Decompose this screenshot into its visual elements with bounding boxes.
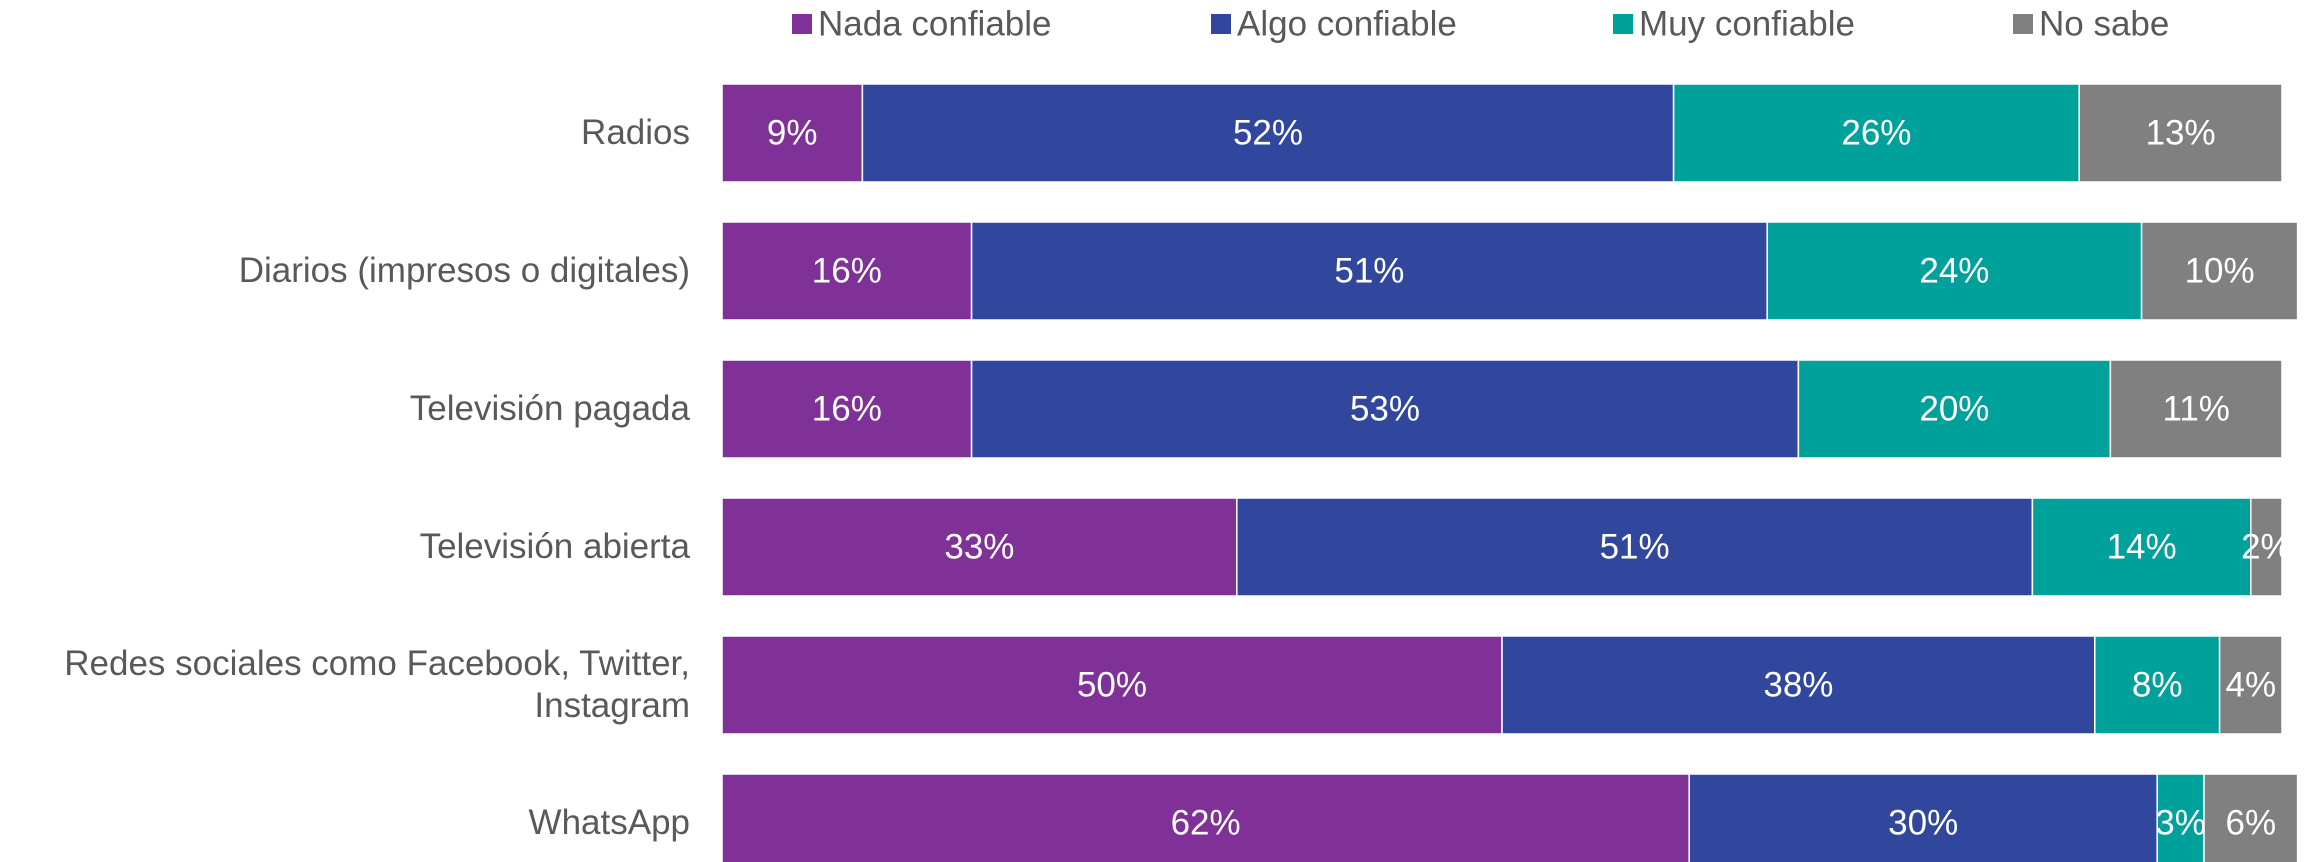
y-tick-label: Diarios (impresos o digitales) <box>238 251 690 290</box>
y-tick-label: Radios <box>581 113 690 152</box>
bar-segment <box>1672 83 2080 183</box>
legend-swatch <box>1211 14 1231 34</box>
bar-segment <box>721 83 864 183</box>
bar-segment <box>721 359 973 459</box>
value-label: 16% <box>812 251 882 290</box>
value-label: 51% <box>1600 527 1670 566</box>
y-tick-label: Televisión pagada <box>409 389 690 428</box>
y-tick-label: Redes sociales como Facebook, Twitter, I… <box>64 644 690 725</box>
value-label: 4% <box>2226 665 2277 704</box>
y-tick-label: WhatsApp <box>528 803 690 842</box>
bar-segment <box>1501 635 2096 735</box>
value-label: 8% <box>2132 665 2183 704</box>
bar-segment <box>2140 221 2299 321</box>
bar-segment <box>721 773 1690 862</box>
bar-segment <box>2156 773 2205 862</box>
value-label: 10% <box>2185 251 2255 290</box>
value-label: 62% <box>1171 803 1241 842</box>
value-label: 30% <box>1888 803 1958 842</box>
bar-segment <box>721 221 973 321</box>
bar-segment <box>2078 83 2283 183</box>
bar-segment <box>2094 635 2221 735</box>
legend-label: No sabe <box>2039 4 2169 43</box>
value-label: 52% <box>1233 113 1303 152</box>
bar-segment <box>2203 773 2299 862</box>
bar-segment <box>1766 221 2143 321</box>
bar-segment <box>1236 497 2034 597</box>
value-label: 51% <box>1334 251 1404 290</box>
bar-segment <box>2031 497 2252 597</box>
bar-segment <box>1688 773 2158 862</box>
bar-segment <box>721 635 1503 735</box>
bar-segment <box>2250 497 2283 597</box>
value-label: 38% <box>1763 665 1833 704</box>
value-label: 53% <box>1350 389 1420 428</box>
bar-segment <box>2109 359 2283 459</box>
bar-segment <box>970 359 1800 459</box>
value-label: 9% <box>767 113 818 152</box>
value-label: 16% <box>812 389 882 428</box>
y-tick-label: Televisión abierta <box>419 527 690 566</box>
bar-segment <box>861 83 1675 183</box>
bar-segment <box>721 497 1238 597</box>
value-label: 13% <box>2146 113 2216 152</box>
legend-swatch <box>1613 14 1633 34</box>
value-label: 6% <box>2226 803 2277 842</box>
legend-label: Nada confiable <box>818 4 1052 43</box>
value-label: 14% <box>2107 527 2177 566</box>
legend-swatch <box>2013 14 2033 34</box>
legend-label: Muy confiable <box>1639 4 1855 43</box>
bar-segment <box>1797 359 2112 459</box>
value-label: 33% <box>944 527 1014 566</box>
bar-segment <box>2218 635 2283 735</box>
value-label: 3% <box>2155 803 2206 842</box>
value-label: 24% <box>1919 251 1989 290</box>
bar-segment <box>970 221 1768 321</box>
legend-swatch <box>792 14 812 34</box>
value-label: 11% <box>2162 389 2229 428</box>
value-label: 26% <box>1841 113 1911 152</box>
legend-label: Algo confiable <box>1237 4 1457 43</box>
value-label: 20% <box>1919 389 1989 428</box>
value-label: 2% <box>2241 527 2292 566</box>
value-label: 50% <box>1077 665 1147 704</box>
